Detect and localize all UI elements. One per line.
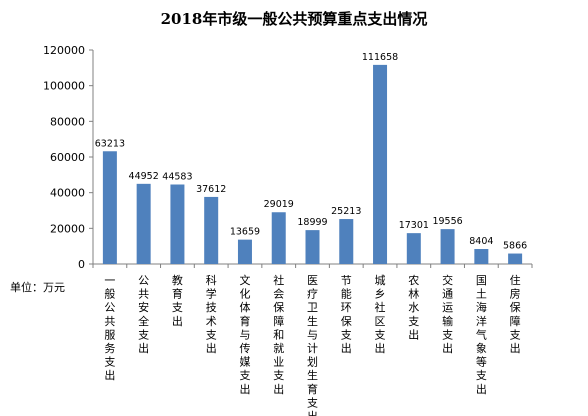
- y-tick-label: 20000: [50, 222, 85, 235]
- bar: [373, 64, 388, 265]
- bar: [339, 219, 354, 264]
- data-label: 25213: [331, 206, 361, 217]
- category-label: 公共安全支出: [138, 274, 149, 355]
- category-label: 文化体育与传媒支出: [239, 273, 250, 396]
- chart-title: 2018年市级一般公共预算重点支出情况: [161, 10, 428, 28]
- data-label: 37612: [196, 184, 226, 195]
- bar: [237, 239, 252, 264]
- category-label: 农林水支出: [408, 273, 419, 341]
- category-label: 城乡社区支出: [375, 274, 386, 355]
- unit-label: 单位：万元: [10, 280, 65, 294]
- data-label: 63213: [95, 138, 125, 149]
- bar: [204, 196, 219, 264]
- data-label: 13659: [230, 227, 260, 238]
- category-label: 教育支出: [172, 274, 183, 328]
- y-tick-label: 0: [78, 258, 85, 271]
- bars: [102, 64, 523, 265]
- bar: [102, 151, 117, 264]
- data-label: 8404: [469, 236, 493, 247]
- bar: [170, 184, 185, 264]
- bar: [271, 212, 286, 264]
- category-label: 科学技术支出: [206, 273, 217, 355]
- data-label: 18999: [297, 217, 327, 228]
- category-label: 医疗卫生与计划生育支出: [307, 274, 318, 416]
- bar: [440, 229, 455, 264]
- bar: [305, 230, 320, 264]
- bar: [406, 233, 421, 264]
- category-label: 交通运输支出: [442, 273, 453, 355]
- data-label: 111658: [362, 52, 398, 63]
- y-tick-label: 60000: [50, 151, 85, 164]
- data-label: 5866: [503, 241, 527, 252]
- category-label: 社会保障和就业支出: [273, 273, 284, 396]
- category-label: 住房保障支出: [510, 273, 521, 355]
- category-label: 节能环保支出: [341, 274, 352, 355]
- axes: 0 20000 40000 60000 80000 100000 120000: [43, 44, 533, 271]
- y-tick-label: 100000: [43, 80, 85, 93]
- bar: [508, 253, 523, 264]
- data-label: 17301: [399, 220, 429, 231]
- data-label: 19556: [432, 216, 462, 227]
- category-label: 国土海洋气象等支出: [476, 274, 487, 396]
- y-tick-label: 40000: [50, 187, 85, 200]
- bar: [136, 183, 151, 264]
- data-label: 44952: [129, 171, 159, 182]
- y-tick-label: 80000: [50, 115, 85, 128]
- category-labels: 一般公共服务支出 公共安全支出 教育支出 科学技术支出 文化体育与传媒支出 社会保障和就业…: [104, 273, 520, 416]
- category-label: 一般公共服务支出: [104, 274, 115, 382]
- data-label: 29019: [264, 199, 294, 210]
- bar: [474, 249, 489, 264]
- y-tick-label: 120000: [43, 44, 85, 57]
- data-label: 44583: [162, 171, 192, 182]
